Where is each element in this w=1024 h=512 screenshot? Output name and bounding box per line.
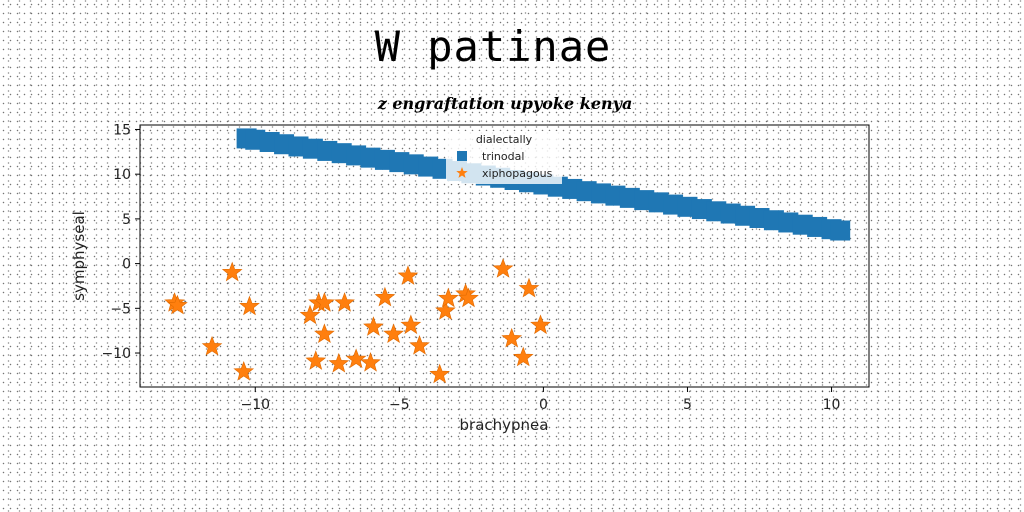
star-marker: [314, 292, 335, 312]
star-marker: [334, 292, 355, 312]
star-marker: [501, 327, 523, 348]
y-tick-label: −10: [101, 346, 131, 362]
star-marker: [429, 363, 450, 384]
x-tick-label: 10: [823, 397, 841, 413]
square-marker: [830, 220, 851, 241]
star-marker: [437, 287, 459, 308]
star-marker: [328, 352, 350, 373]
star-marker: [397, 265, 419, 285]
legend-label-xiphopagous: xiphopagous: [482, 167, 553, 180]
star-marker: [167, 294, 188, 315]
y-axis-label: symphyseal: [70, 211, 88, 301]
y-tick-label: 15: [113, 122, 131, 138]
plot-frame: [139, 124, 870, 388]
x-tick-label: −10: [240, 397, 270, 413]
x-tick-label: 0: [539, 397, 548, 413]
star-marker: [305, 350, 327, 370]
x-tick-label: −5: [389, 397, 410, 413]
legend-title: dialectally: [476, 133, 533, 146]
star-marker: [314, 323, 335, 344]
star-marker: [360, 352, 381, 372]
star-marker: [239, 295, 260, 316]
star-marker: [374, 286, 396, 307]
star-marker: [458, 287, 479, 308]
legend: dialectally trinodal xiphopagous: [446, 131, 562, 184]
star-marker: [383, 323, 404, 344]
legend-swatch-trinodal: [457, 151, 467, 161]
star-marker: [518, 277, 540, 298]
star-marker: [201, 335, 223, 356]
star-marker: [233, 360, 255, 381]
star-marker: [530, 314, 551, 335]
y-axis: −10 −5 0 5 10 15: [101, 122, 140, 362]
star-marker: [492, 258, 514, 278]
series-xiphopagous: [164, 258, 551, 384]
y-tick-label: −5: [110, 301, 131, 317]
star-marker: [512, 346, 534, 367]
star-marker: [435, 300, 456, 320]
star-marker: [409, 335, 430, 355]
y-tick-label: 10: [113, 167, 131, 183]
legend-label-trinodal: trinodal: [482, 150, 524, 163]
star-marker: [345, 348, 367, 369]
star-marker: [299, 304, 321, 325]
star-marker: [221, 261, 243, 282]
legend-swatch-xiphopagous: [456, 167, 468, 178]
star-marker: [363, 316, 384, 336]
star-marker: [400, 314, 422, 335]
x-axis: −10 −5 0 5 10: [240, 387, 840, 413]
chart-subtitle: z engraftation upyoke kenya: [377, 94, 633, 113]
x-tick-label: 5: [683, 397, 692, 413]
x-axis-label: brachypnea: [460, 416, 549, 434]
chart-title: W patinae: [374, 22, 612, 71]
y-tick-label: 0: [122, 257, 131, 273]
y-tick-label: 5: [122, 212, 131, 228]
